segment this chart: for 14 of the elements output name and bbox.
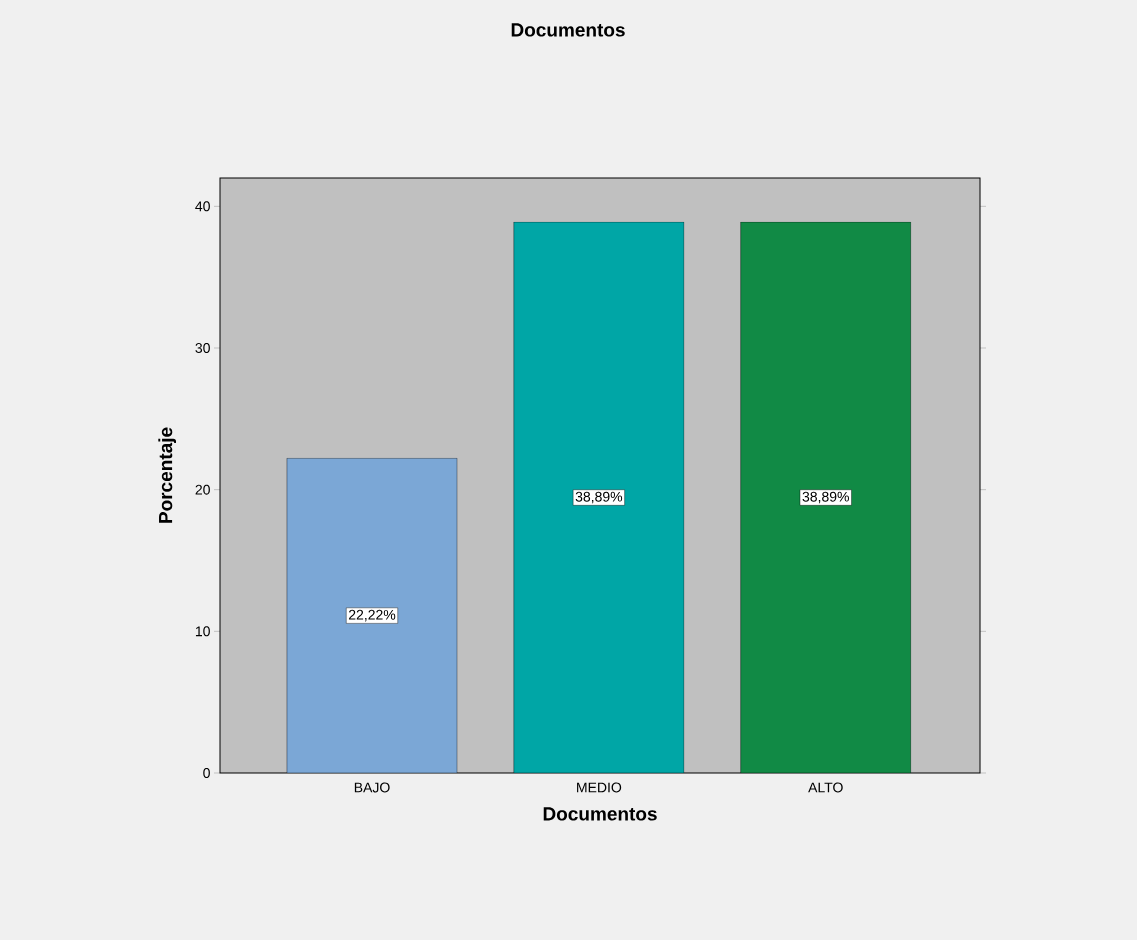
y-tick-label: 40: [195, 201, 210, 212]
x-tick-label: ALTO: [808, 782, 843, 793]
y-tick-label: 30: [195, 343, 210, 353]
y-axis-title: Porcentaje: [158, 427, 177, 523]
data-label: 38,89%: [802, 491, 849, 504]
chart-title: Documentos: [511, 23, 625, 37]
y-tick-label: 10: [195, 626, 210, 637]
x-tick-label: BAJO: [354, 782, 390, 793]
data-label: 38,89%: [575, 491, 623, 504]
y-tick-label: 20: [195, 484, 210, 495]
x-axis-title: Documentos: [543, 807, 657, 821]
data-label: 22,22%: [348, 609, 396, 622]
x-tick-label: MEDIO: [577, 782, 622, 793]
y-tick-label: 0: [203, 768, 210, 778]
